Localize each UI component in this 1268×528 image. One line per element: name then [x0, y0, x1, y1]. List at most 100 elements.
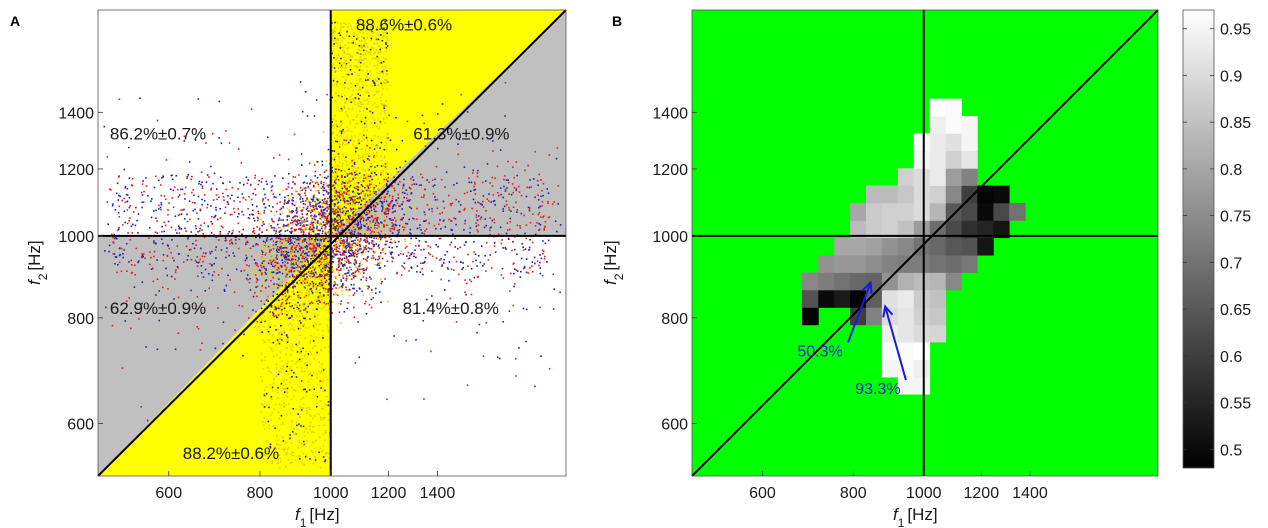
scatter-point — [133, 211, 135, 213]
scatter-point — [311, 228, 313, 231]
scatter-point — [344, 260, 346, 262]
scatter-point — [160, 238, 163, 240]
scatter-point — [126, 270, 128, 272]
scatter-point — [339, 169, 341, 171]
scatter-point — [281, 325, 283, 327]
scatter-point — [520, 194, 523, 197]
scatter-point — [364, 126, 366, 129]
scatter-point — [356, 237, 359, 240]
scatter-point — [296, 267, 299, 270]
scatter-point — [369, 75, 372, 77]
scatter-point — [344, 59, 347, 62]
scatter-point — [373, 237, 375, 239]
scatter-point — [341, 290, 343, 292]
scatter-point — [338, 155, 340, 158]
scatter-point — [309, 378, 312, 380]
scatter-point — [380, 278, 382, 280]
scatter-point — [415, 218, 418, 220]
scatter-point — [296, 361, 298, 363]
scatter-point — [264, 197, 267, 199]
scatter-point — [317, 222, 319, 224]
scatter-point — [304, 308, 306, 311]
scatter-point — [351, 108, 354, 110]
scatter-point — [363, 161, 366, 163]
scatter-point — [347, 271, 350, 274]
scatter-point — [293, 275, 295, 278]
scatter-point — [143, 190, 145, 193]
scatter-point — [223, 199, 225, 202]
scatter-point — [264, 275, 267, 277]
scatter-point — [342, 210, 345, 212]
scatter-point — [392, 211, 395, 213]
scatter-point — [374, 214, 377, 216]
scatter-point — [209, 263, 211, 265]
scatter-point — [338, 195, 341, 198]
scatter-point — [268, 427, 270, 429]
scatter-point — [336, 225, 338, 227]
scatter-point — [397, 206, 399, 208]
scatter-point — [282, 384, 285, 387]
scatter-point — [226, 247, 228, 249]
scatter-point — [373, 231, 375, 233]
scatter-point — [304, 203, 307, 206]
scatter-point — [382, 197, 385, 200]
scatter-point — [348, 255, 350, 257]
scatter-point — [341, 143, 344, 146]
scatter-point — [299, 224, 302, 226]
scatter-point — [334, 26, 337, 29]
scatter-point — [305, 427, 308, 430]
scatter-point — [383, 236, 386, 239]
scatter-point — [373, 52, 375, 55]
scatter-point — [502, 277, 505, 279]
scatter-point — [256, 216, 259, 219]
scatter-point — [292, 210, 295, 212]
scatter-point — [295, 220, 297, 222]
scatter-point — [234, 242, 237, 245]
scatter-point — [333, 67, 336, 69]
scatter-point — [312, 248, 314, 251]
scatter-point — [354, 85, 357, 87]
scatter-point — [381, 210, 383, 212]
scatter-point — [349, 139, 352, 142]
scatter-point — [190, 178, 192, 181]
scatter-point — [282, 365, 284, 368]
scatter-point — [348, 189, 350, 192]
scatter-point — [324, 264, 326, 267]
scatter-point — [357, 182, 360, 184]
scatter-point — [371, 232, 373, 234]
scatter-point — [277, 250, 280, 253]
scatter-point — [331, 170, 333, 172]
scatter-point — [301, 247, 304, 249]
scatter-point — [351, 201, 354, 204]
scatter-point — [218, 196, 220, 199]
scatter-point — [328, 261, 331, 264]
scatter-point — [353, 71, 356, 73]
scatter-point — [271, 220, 274, 222]
scatter-point — [277, 284, 280, 286]
scatter-point — [183, 261, 185, 263]
scatter-point — [310, 239, 313, 241]
scatter-point — [366, 267, 368, 269]
scatter-point — [358, 201, 360, 204]
scatter-point — [167, 214, 169, 216]
scatter-point — [370, 194, 373, 196]
scatter-point — [355, 243, 358, 246]
scatter-point — [367, 190, 369, 192]
scatter-point — [284, 291, 287, 293]
scatter-point — [293, 307, 295, 310]
scatter-point — [367, 186, 370, 189]
scatter-point — [296, 306, 299, 308]
scatter-point — [338, 206, 341, 208]
scatter-point — [341, 130, 343, 133]
scatter-point — [387, 45, 389, 47]
scatter-point — [237, 247, 240, 250]
scatter-point — [357, 189, 359, 191]
scatter-point — [351, 216, 353, 218]
scatter-point — [344, 87, 346, 89]
scatter-point — [299, 267, 302, 269]
scatter-point — [302, 255, 304, 258]
scatter-point — [324, 300, 326, 302]
scatter-point — [402, 223, 404, 226]
scatter-point — [377, 60, 380, 62]
scatter-point — [320, 284, 323, 286]
